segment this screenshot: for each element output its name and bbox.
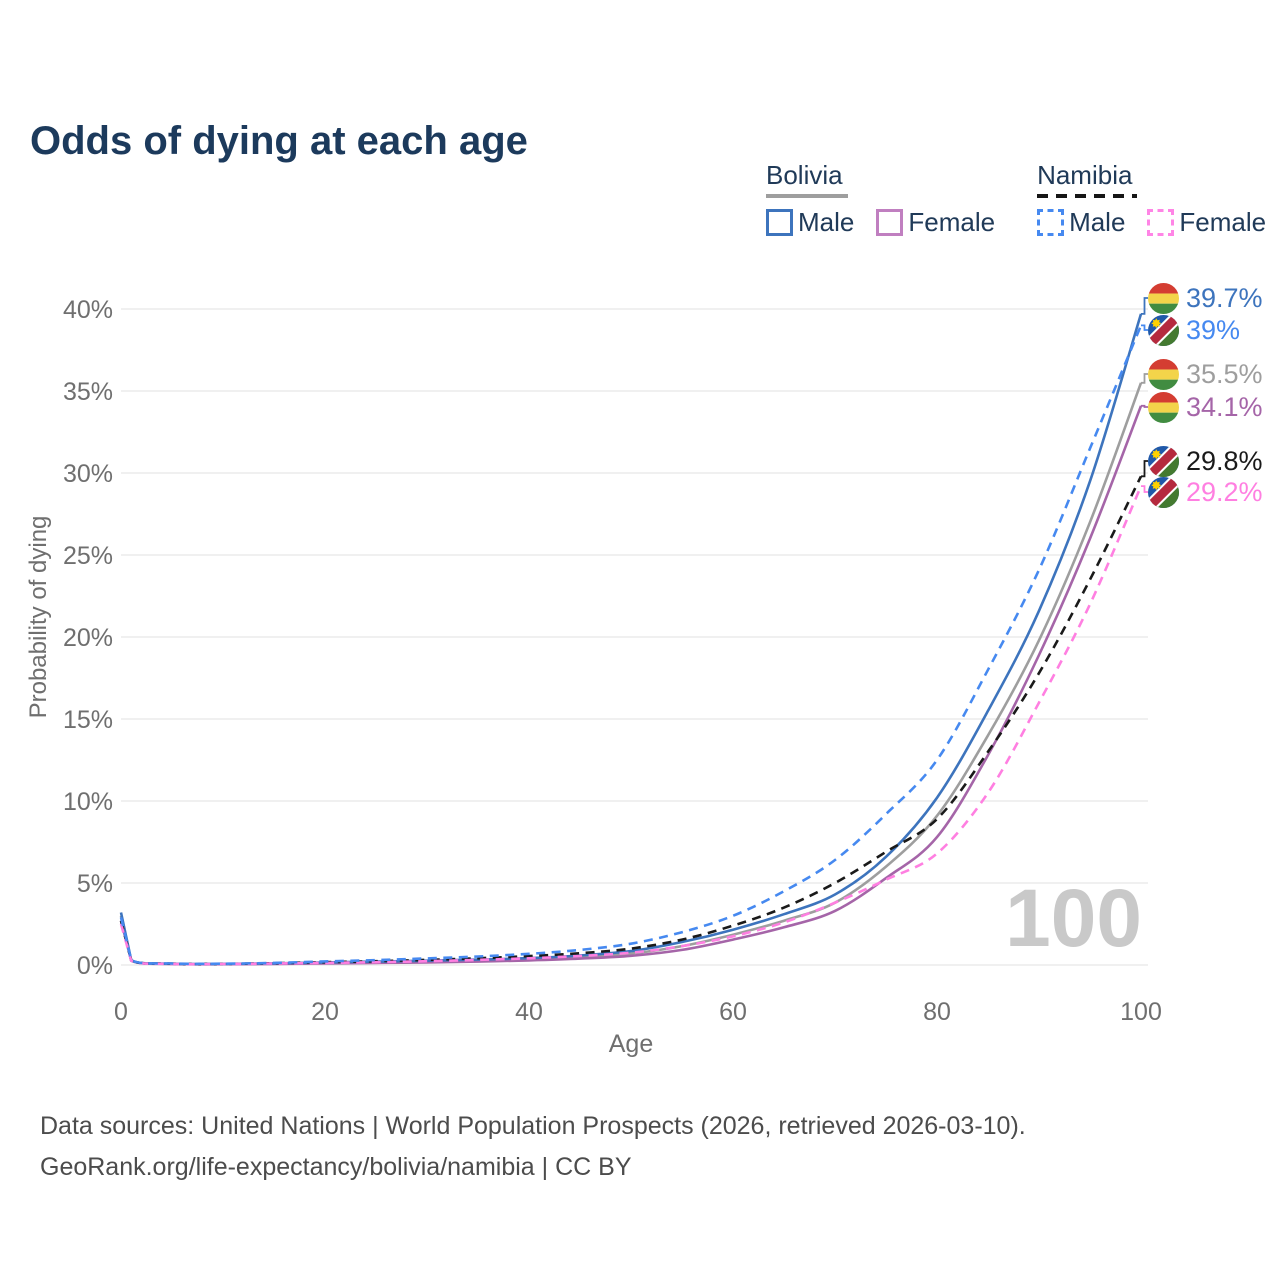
y-tick-label: 20%	[63, 624, 113, 652]
series-line-bolivia-female[interactable]	[119, 405, 1143, 966]
end-label-namibia-male: 39%	[1148, 314, 1240, 346]
end-value: 34.1%	[1186, 391, 1263, 422]
bolivia-female-swatch-icon	[876, 209, 904, 236]
bolivia-flag-icon	[1148, 358, 1179, 390]
label-connector	[1141, 373, 1148, 384]
axis-ticks: 0% 5% 10% 15% 20% 25% 30% 35% 40% 0 20 40 60 80 100	[63, 296, 1162, 1026]
legend-item-label: Female	[908, 207, 996, 237]
gridlines	[121, 308, 1148, 966]
y-tick-label: 35%	[63, 378, 113, 406]
namibia-flag-icon	[1148, 476, 1179, 508]
x-tick-label: 20	[311, 998, 339, 1026]
end-label-namibia-both: 29.8%	[1148, 445, 1263, 477]
end-value: 29.2%	[1186, 476, 1263, 507]
legend-item-namibia-male[interactable]: Male	[1037, 207, 1125, 238]
x-tick-label: 60	[719, 998, 747, 1026]
label-connector	[1141, 324, 1148, 331]
end-label-bolivia-both: 35.5%	[1148, 358, 1263, 390]
end-label-bolivia-female: 34.1%	[1148, 391, 1263, 423]
page-title: Odds of dying at each age	[30, 118, 528, 163]
bolivia-line-style-sample	[766, 194, 848, 198]
y-tick-label: 25%	[63, 542, 113, 570]
namibia-flag-icon	[1148, 445, 1179, 477]
namibia-flag-icon	[1148, 314, 1179, 346]
y-tick-label: 30%	[63, 460, 113, 488]
y-tick-label: 40%	[63, 296, 113, 324]
bolivia-flag-icon	[1148, 282, 1179, 314]
x-axis-title: Age	[609, 1030, 653, 1058]
end-value: 39%	[1186, 314, 1241, 345]
legend-group-namibia: Namibia Male Female	[1037, 160, 1266, 238]
legend-group-bolivia: Bolivia Male Female	[766, 160, 995, 238]
legend-item-label: Male	[798, 207, 855, 237]
y-tick-label: 10%	[63, 788, 113, 816]
label-connector	[1141, 460, 1148, 478]
series-line-bolivia-male[interactable]	[119, 313, 1143, 966]
legend-item-label: Female	[1179, 207, 1267, 237]
label-connector	[1141, 297, 1148, 315]
namibia-line-style-sample	[1037, 194, 1138, 198]
x-tick-label: 40	[515, 998, 543, 1026]
end-value: 35.5%	[1186, 358, 1263, 389]
legend-item-bolivia-female[interactable]: Female	[876, 207, 995, 238]
end-label-bolivia-male: 39.7%	[1148, 282, 1263, 314]
end-value: 39.7%	[1186, 282, 1263, 313]
bolivia-flag-icon	[1148, 391, 1179, 423]
legend-country-bolivia: Bolivia	[766, 160, 843, 190]
legend-item-bolivia-male[interactable]: Male	[766, 207, 854, 238]
series-line-namibia-female[interactable]	[119, 485, 1143, 966]
footer: Data sources: United Nations | World Pop…	[40, 1106, 1026, 1188]
data-source-line: Data sources: United Nations | World Pop…	[40, 1112, 1026, 1140]
y-tick-label: 15%	[63, 706, 113, 734]
series-line-bolivia-both[interactable]	[119, 382, 1143, 966]
namibia-female-swatch-icon	[1147, 209, 1175, 236]
chart-legend: Bolivia Male Female Namibia Male	[766, 160, 1266, 238]
bolivia-male-swatch-icon	[766, 209, 793, 236]
y-axis-title: Probability of dying	[25, 516, 52, 719]
curves	[119, 297, 1148, 966]
series-line-namibia-male[interactable]	[119, 324, 1143, 966]
legend-item-namibia-female[interactable]: Female	[1147, 207, 1266, 238]
legend-country-namibia: Namibia	[1037, 160, 1133, 190]
namibia-male-swatch-icon	[1037, 209, 1065, 236]
x-tick-label: 100	[1120, 998, 1162, 1026]
y-tick-label: 0%	[77, 952, 113, 980]
x-tick-label: 80	[923, 998, 951, 1026]
label-connector	[1141, 485, 1148, 493]
x-tick-label: 0	[114, 998, 128, 1026]
y-tick-label: 5%	[77, 870, 113, 898]
label-connector	[1141, 404, 1148, 408]
watermark-age-counter: 100	[1005, 873, 1142, 964]
series-line-namibia-both[interactable]	[119, 475, 1143, 966]
legend-item-label: Male	[1069, 207, 1126, 237]
end-label-namibia-female: 29.2%	[1148, 476, 1263, 508]
end-value: 29.8%	[1186, 445, 1263, 476]
attribution-line: GeoRank.org/life-expectancy/bolivia/nami…	[40, 1153, 632, 1181]
